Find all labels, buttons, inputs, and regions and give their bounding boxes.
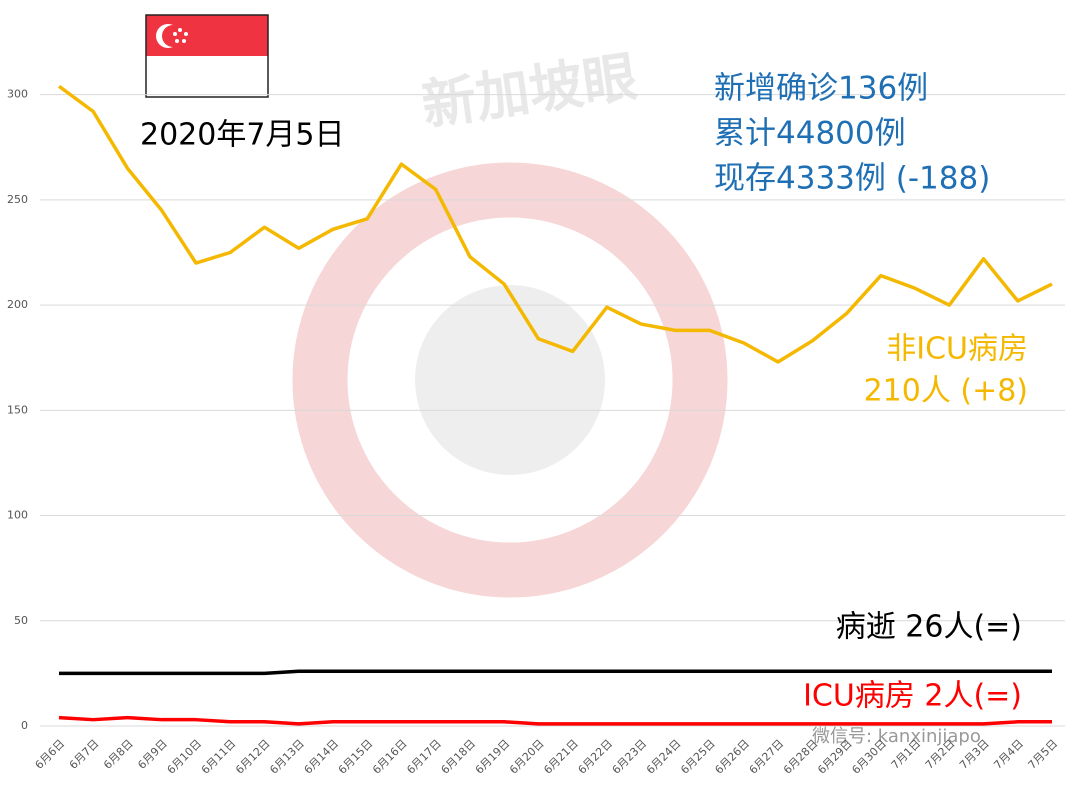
x-tick-label: 6月14日 xyxy=(302,737,342,777)
x-tick-label: 6月19日 xyxy=(473,737,513,777)
y-tick-label: 200 xyxy=(7,298,28,311)
watermark-logo xyxy=(415,285,605,475)
watermark: 新加坡眼 xyxy=(418,45,641,137)
x-tick-label: 6月6日 xyxy=(33,737,68,772)
x-tick-label: 6月12日 xyxy=(233,737,273,777)
x-tick-label: 6月24日 xyxy=(644,737,684,777)
y-tick-label: 0 xyxy=(21,719,28,732)
line xyxy=(59,669,1052,676)
flag xyxy=(145,14,269,98)
x-tick-label: 6月15日 xyxy=(336,737,376,777)
y-tick-label: 100 xyxy=(7,509,28,522)
x-tick-label: 6月17日 xyxy=(404,737,444,777)
chart-title: 2020年7月5日 xyxy=(140,118,345,153)
watermark: 微信号: kanxinjiapo xyxy=(812,726,981,747)
x-tick-label: 6月20日 xyxy=(507,737,547,777)
series-label: 病逝 26人(=) xyxy=(836,610,1022,645)
x-tick-label: 6月16日 xyxy=(370,737,410,777)
y-tick-label: 250 xyxy=(7,193,28,206)
x-tick-label: 6月26日 xyxy=(712,737,752,777)
y-tick-label: 150 xyxy=(7,403,28,416)
line xyxy=(58,715,1052,726)
x-tick-label: 6月11日 xyxy=(199,737,239,777)
x-tick-label: 6月27日 xyxy=(747,737,787,777)
x-tick-label: 6月25日 xyxy=(678,737,718,777)
x-tick-label: 7月5日 xyxy=(1026,737,1061,772)
x-tick-label: 6月22日 xyxy=(576,737,616,777)
x-tick-label: 6月23日 xyxy=(610,737,650,777)
summary-line: 累计44800例 xyxy=(714,116,906,152)
summary-line: 现存4333例 (-188) xyxy=(714,161,990,197)
x-tick-label: 6月10日 xyxy=(165,737,205,777)
y-tick-label: 300 xyxy=(7,88,28,101)
x-tick-label: 6月21日 xyxy=(541,737,581,777)
summary-line: 新增确诊136例 xyxy=(714,71,928,107)
line xyxy=(57,84,1053,364)
x-tick-label: 6月28日 xyxy=(781,737,821,777)
x-tick-label: 6月18日 xyxy=(439,737,479,777)
series-label: ICU病房 2人(=) xyxy=(803,679,1022,714)
series-label: 非ICU病房 xyxy=(886,332,1028,367)
watermark-logo xyxy=(292,162,728,598)
series-label: 210人 (+8) xyxy=(864,374,1028,409)
y-tick-label: 50 xyxy=(14,614,28,627)
x-tick-label: 7月4日 xyxy=(991,737,1026,772)
x-tick-label: 6月13日 xyxy=(267,737,307,777)
x-tick-label: 6月7日 xyxy=(67,737,102,772)
x-tick-label: 6月8日 xyxy=(101,737,136,772)
